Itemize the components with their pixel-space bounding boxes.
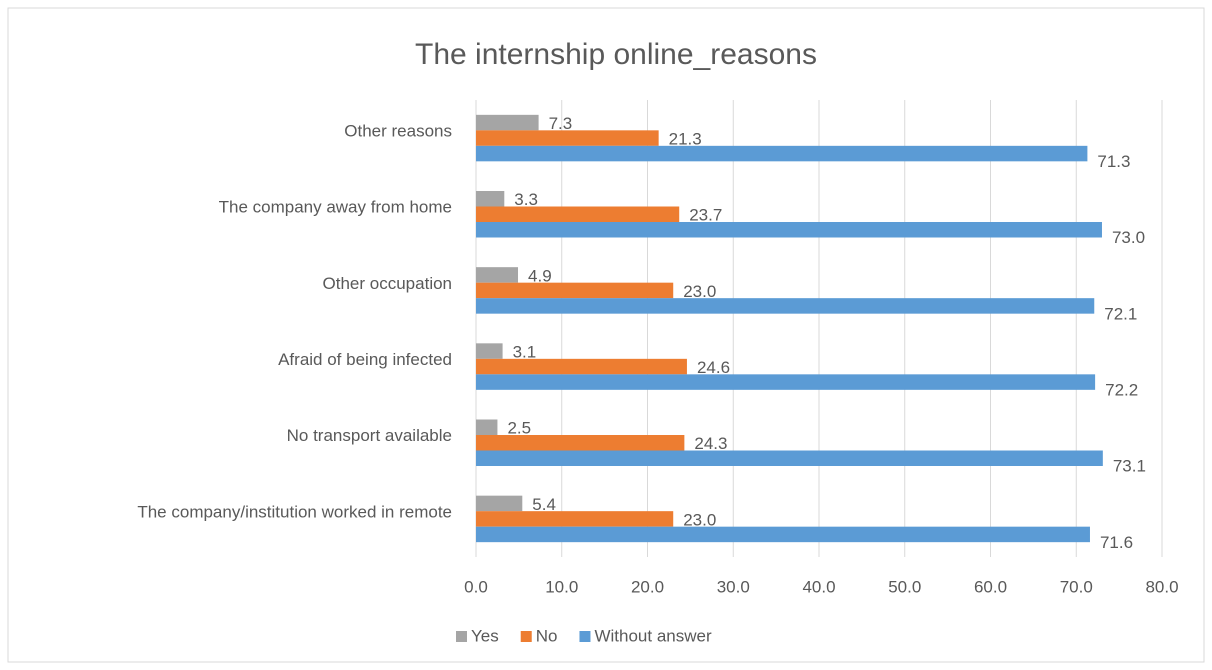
- data-label: 24.3: [694, 434, 727, 453]
- data-label: 23.0: [683, 510, 716, 529]
- bar: [476, 358, 687, 375]
- bar: [476, 191, 505, 207]
- y-tick-label: Other reasons: [344, 122, 452, 141]
- bar: [476, 511, 674, 527]
- x-tick-label: 10.0: [545, 577, 578, 596]
- bar: [476, 282, 674, 299]
- bar: [476, 114, 539, 131]
- y-tick-label: The company/institution worked in remote: [137, 502, 452, 521]
- bar: [476, 495, 523, 512]
- legend-label: Yes: [471, 626, 499, 645]
- bar: [476, 145, 1088, 162]
- bar: [476, 343, 503, 359]
- data-label: 72.1: [1104, 304, 1137, 323]
- data-label: 24.6: [697, 358, 730, 377]
- data-label: 3.1: [513, 343, 537, 362]
- x-tick-label: 60.0: [974, 577, 1007, 596]
- x-tick-label: 50.0: [888, 577, 921, 596]
- bar: [476, 526, 1090, 543]
- bar: [476, 130, 659, 146]
- data-label: 73.0: [1112, 228, 1145, 247]
- data-label: 71.3: [1097, 152, 1130, 171]
- bar: [476, 298, 1095, 314]
- legend-swatch: [456, 631, 467, 642]
- bar: [476, 450, 1103, 466]
- data-label: 23.0: [683, 282, 716, 301]
- chart-border: [7, 7, 1205, 663]
- data-label: 71.6: [1100, 533, 1133, 552]
- legend-swatch: [579, 631, 591, 642]
- data-label: 7.3: [549, 114, 573, 133]
- legend-label: Without answer: [594, 626, 711, 645]
- chart-title: The internship online_reasons: [415, 38, 817, 71]
- x-tick-label: 40.0: [802, 577, 835, 596]
- x-tick-label: 0.0: [464, 577, 488, 596]
- y-tick-label: No transport available: [287, 426, 452, 445]
- legend-swatch: [520, 631, 532, 642]
- data-label: 21.3: [669, 130, 702, 149]
- x-tick-label: 20.0: [631, 577, 664, 596]
- bar: [476, 206, 680, 222]
- data-label: 4.9: [528, 266, 552, 285]
- data-label: 2.5: [507, 419, 531, 438]
- y-tick-label: Afraid of being infected: [278, 350, 452, 369]
- y-tick-label: Other occupation: [323, 274, 452, 293]
- bar: [476, 374, 1096, 390]
- data-label: 73.1: [1113, 457, 1146, 476]
- x-tick-label: 70.0: [1060, 577, 1093, 596]
- data-label: 72.2: [1105, 381, 1138, 400]
- x-tick-label: 30.0: [717, 577, 750, 596]
- data-label: 3.3: [514, 190, 538, 209]
- bar: [476, 222, 1102, 238]
- bar: [476, 435, 685, 451]
- data-label: 23.7: [689, 206, 722, 225]
- bar: [476, 419, 498, 435]
- legend-label: No: [536, 626, 558, 645]
- y-tick-label: The company away from home: [219, 198, 452, 217]
- x-tick-label: 80.0: [1145, 577, 1178, 596]
- data-label: 5.4: [532, 495, 556, 514]
- bar: [476, 267, 519, 283]
